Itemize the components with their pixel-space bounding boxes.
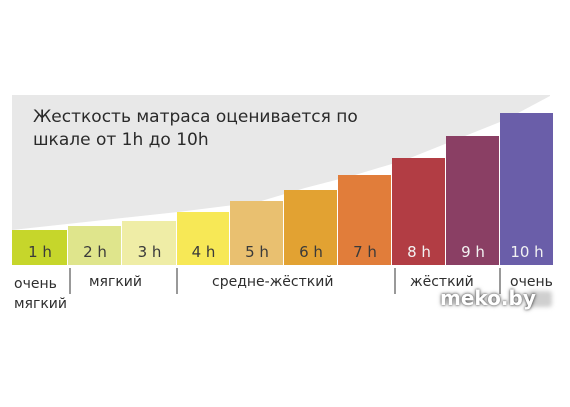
scale-label-10: 10 h <box>510 243 543 261</box>
scale-label-2: 2 h <box>83 243 107 261</box>
category-very-soft: очень мягкий <box>14 274 74 314</box>
scale-label-8: 8 h <box>407 243 431 261</box>
scale-label-3: 3 h <box>138 243 162 261</box>
scale-bar-1 <box>12 230 67 265</box>
scale-title: Жесткость матраса оценивается по шкале о… <box>33 107 358 150</box>
scale-label-6: 6 h <box>299 243 323 261</box>
scale-bar-7 <box>338 175 391 265</box>
scale-label-4: 4 h <box>192 243 216 261</box>
category-medium-firm: средне-жёсткий <box>212 274 334 290</box>
scale-bar-10 <box>500 113 553 265</box>
category-very-soft-text: очень мягкий <box>14 276 67 312</box>
scale-bar-2 <box>68 226 121 265</box>
watermark-blur <box>528 291 552 307</box>
category-very-firm: очень <box>510 274 553 290</box>
scale-label-1: 1 h <box>28 243 52 261</box>
watermark-logo: meko.by <box>440 286 536 310</box>
scale-bar-4 <box>177 212 229 265</box>
curve-background <box>12 95 550 230</box>
scale-label-7: 7 h <box>353 243 377 261</box>
scale-label-9: 9 h <box>461 243 485 261</box>
category-soft: мягкий <box>89 274 142 290</box>
scale-label-5: 5 h <box>245 243 269 261</box>
scale-bar-8 <box>392 158 445 265</box>
category-firm: жёсткий <box>410 274 474 290</box>
scale-bar-3 <box>122 221 176 265</box>
scale-bar-9 <box>446 136 499 265</box>
scale-bar-5 <box>230 201 283 265</box>
scale-bar-6 <box>284 190 337 265</box>
